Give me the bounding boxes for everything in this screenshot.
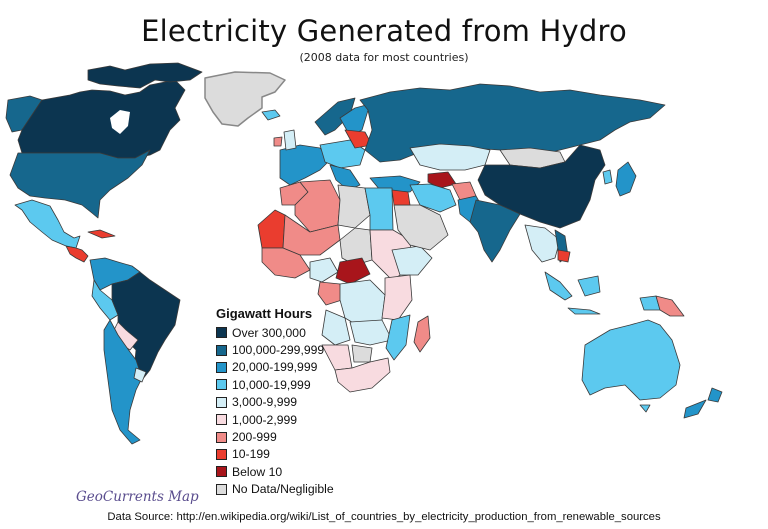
region-central-europe	[319, 139, 366, 169]
region-russia	[359, 83, 666, 163]
region-se-asia	[524, 224, 561, 263]
region-canada-islands	[87, 62, 203, 89]
region-canada	[17, 79, 186, 159]
region-png	[655, 295, 685, 317]
legend: Gigawatt Hours Over 300,000 100,000-299,…	[216, 306, 334, 498]
legend-title: Gigawatt Hours	[216, 306, 313, 321]
region-new-zealand	[707, 387, 723, 403]
region-peru	[91, 279, 119, 321]
legend-swatch	[216, 431, 227, 443]
region-cambodia	[557, 249, 571, 263]
legend-item: 10-199	[216, 446, 334, 463]
data-source: Data Source: http://en.wikipedia.org/wik…	[107, 511, 661, 523]
region-gabon-cameroon	[317, 281, 343, 306]
region-india	[469, 199, 521, 263]
region-central-america	[65, 245, 89, 263]
legend-swatch	[216, 414, 227, 426]
legend-label: No Data/Negligible	[232, 482, 334, 497]
legend-item: 3,000-9,999	[216, 394, 334, 411]
region-greenland	[204, 71, 286, 127]
region-south-africa	[334, 357, 391, 393]
region-botswana	[351, 344, 373, 363]
region-japan	[615, 161, 637, 197]
region-ireland	[273, 136, 283, 147]
brand-label: GeoCurrents Map	[76, 489, 199, 505]
region-java	[567, 307, 601, 315]
legend-swatch	[216, 379, 227, 391]
legend-label: 200-999	[232, 430, 277, 445]
region-car	[335, 257, 371, 285]
region-iceland	[261, 109, 281, 121]
legend-label: 100,000-299,999	[232, 343, 325, 358]
legend-label: 10-199	[232, 447, 270, 462]
legend-swatch	[216, 344, 227, 356]
legend-swatch	[216, 466, 227, 478]
legend-item: 20,000-199,999	[216, 359, 334, 376]
region-indonesia	[544, 271, 573, 301]
region-angola	[321, 309, 351, 346]
region-tasmania	[639, 404, 651, 413]
region-kazakhstan	[409, 143, 491, 171]
legend-item: 1,000-2,999	[216, 411, 334, 428]
legend-label: 10,000-19,999	[232, 377, 311, 392]
legend-label: Below 10	[232, 464, 283, 479]
region-egypt	[364, 187, 394, 231]
region-cuba	[87, 229, 116, 239]
legend-swatch	[216, 327, 227, 339]
region-usa	[9, 149, 151, 219]
legend-swatch	[216, 396, 227, 408]
map-subtitle: (2008 data for most countries)	[299, 51, 469, 64]
region-libya	[337, 184, 371, 229]
region-madagascar	[413, 315, 431, 353]
region-korea	[602, 169, 613, 185]
region-nigeria	[309, 257, 339, 283]
region-western-europe	[279, 144, 331, 186]
region-uk	[283, 129, 297, 151]
region-mozambique	[385, 314, 411, 361]
region-new-zealand-south	[683, 399, 707, 419]
region-east-africa	[381, 274, 413, 321]
legend-swatch	[216, 361, 227, 373]
region-zambia	[349, 319, 393, 346]
region-mexico	[14, 199, 81, 249]
legend-label: 20,000-199,999	[232, 360, 318, 375]
legend-item: Over 300,000	[216, 324, 334, 341]
map-title: Electricity Generated from Hydro	[141, 14, 627, 48]
legend-item: Below 10	[216, 463, 334, 480]
legend-label: Over 300,000	[232, 325, 306, 340]
hudson-bay	[110, 110, 130, 134]
region-china	[477, 144, 606, 229]
region-west-africa	[261, 247, 311, 279]
legend-label: 3,000-9,999	[232, 395, 298, 410]
region-mauritania	[257, 209, 286, 249]
legend-item: 100,000-299,999	[216, 341, 334, 358]
region-argentina-chile	[103, 319, 143, 445]
region-borneo	[577, 275, 601, 297]
legend-item: No Data/Negligible	[216, 481, 334, 498]
legend-item: 200-999	[216, 428, 334, 445]
legend-item: 10,000-19,999	[216, 376, 334, 393]
region-uruguay	[133, 367, 147, 383]
region-saudi-arabia	[393, 204, 449, 251]
legend-swatch	[216, 448, 227, 460]
region-australia	[581, 319, 681, 401]
legend-swatch	[216, 483, 227, 495]
legend-label: 1,000-2,999	[232, 412, 298, 427]
region-turkmenistan	[427, 171, 457, 189]
region-middle-east	[391, 189, 411, 206]
